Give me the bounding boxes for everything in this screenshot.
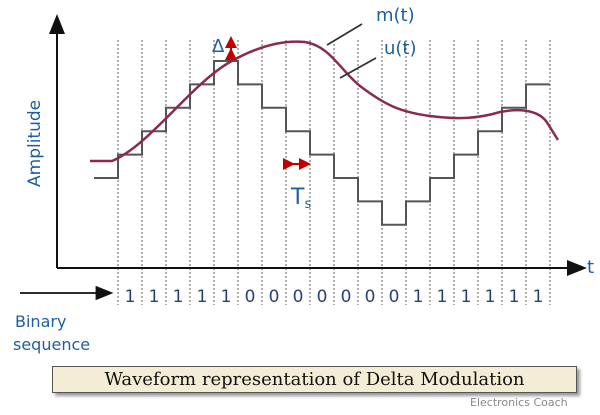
ts-label-main: T [290, 185, 305, 210]
bit-digit: 0 [293, 287, 304, 307]
bit-digit: 1 [485, 287, 496, 307]
caption: Waveform representation of Delta Modulat… [52, 366, 577, 393]
credit-text: Electronics Coach [470, 396, 568, 409]
staircase-signal [94, 60, 550, 226]
bit-digit: 1 [125, 287, 136, 307]
u-signal-label: u(t) [384, 38, 417, 59]
binary-label-line1: Binary [15, 312, 66, 331]
delta-label: Δ [212, 36, 225, 57]
bit-digit: 0 [317, 287, 328, 307]
bit-digit: 1 [173, 287, 184, 307]
bit-digit: 0 [269, 287, 280, 307]
u-pointer-line [339, 57, 377, 79]
bit-digit: 1 [461, 287, 472, 307]
bit-digit: 0 [389, 287, 400, 307]
bit-digit: 1 [197, 287, 208, 307]
bit-digit: 1 [437, 287, 448, 307]
bit-digit: 1 [533, 287, 544, 307]
bit-digit: 1 [149, 287, 160, 307]
m-signal-label: m(t) [376, 5, 415, 26]
bit-digit: 1 [509, 287, 520, 307]
bit-digit: 0 [341, 287, 352, 307]
binary-label-line2: sequence [13, 335, 90, 354]
bit-digit: 0 [365, 287, 376, 307]
bit-digit: 1 [221, 287, 232, 307]
y-axis-label: Amplitude [25, 100, 45, 187]
ts-label-sub: s [304, 197, 311, 212]
ts-label: Ts [290, 185, 311, 212]
m-pointer-line [326, 23, 363, 46]
bit-digit: 0 [245, 287, 256, 307]
t-axis-label: t [587, 257, 594, 278]
message-signal [90, 40, 560, 163]
bit-digit: 1 [413, 287, 424, 307]
